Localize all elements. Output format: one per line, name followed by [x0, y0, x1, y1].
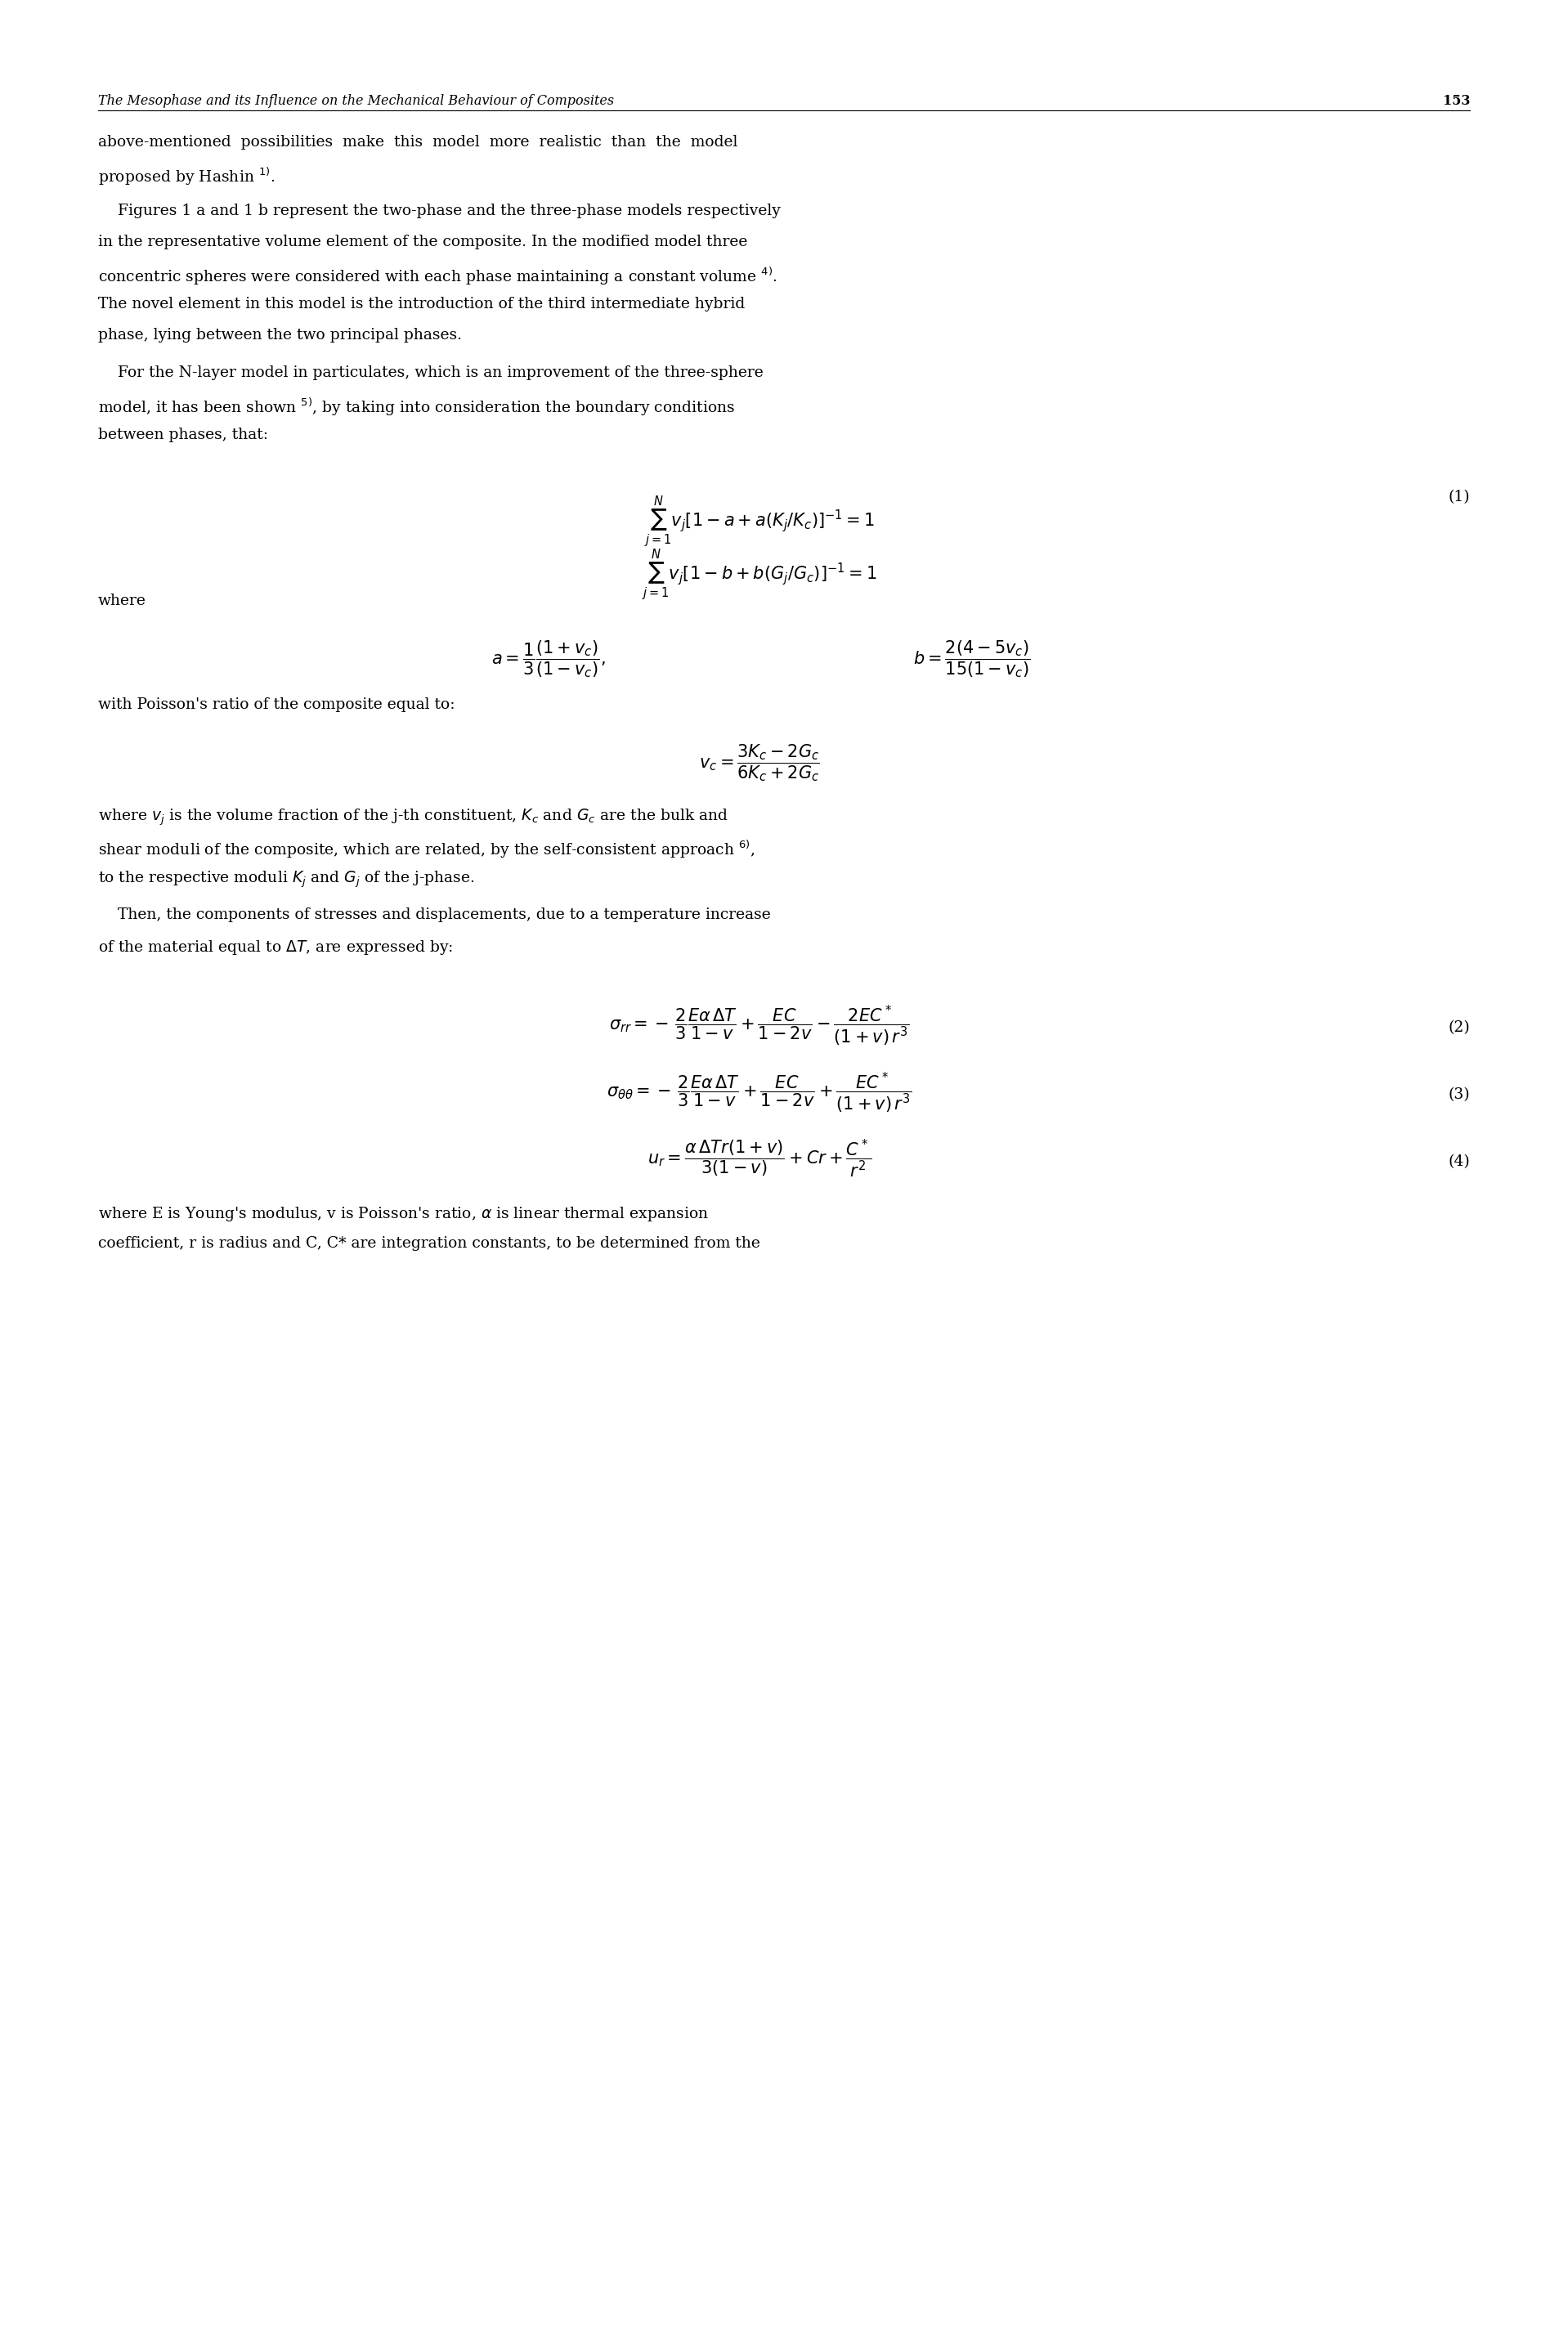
Text: phase, lying between the two principal phases.: phase, lying between the two principal p… — [99, 329, 463, 343]
Text: $\sigma_{\theta\theta} = -\,\dfrac{2}{3}\dfrac{E\alpha\,\Delta T}{1 - v} + \dfra: $\sigma_{\theta\theta} = -\,\dfrac{2}{3}… — [607, 1072, 913, 1116]
Text: model, it has been shown $^{5)}$, by taking into consideration the boundary cond: model, it has been shown $^{5)}$, by tak… — [99, 396, 735, 417]
Text: Then, the components of stresses and displacements, due to a temperature increas: Then, the components of stresses and dis… — [99, 906, 771, 923]
Text: between phases, that:: between phases, that: — [99, 429, 268, 443]
Text: concentric spheres were considered with each phase maintaining a constant volume: concentric spheres were considered with … — [99, 266, 778, 287]
Text: $b = \dfrac{2(4 - 5v_c)}{15(1 - v_c)}$: $b = \dfrac{2(4 - 5v_c)}{15(1 - v_c)}$ — [914, 638, 1030, 678]
Text: $a = \dfrac{1}{3}\dfrac{(1 + v_c)}{(1 - v_c)},$: $a = \dfrac{1}{3}\dfrac{(1 + v_c)}{(1 - … — [492, 638, 605, 678]
Text: where E is Young's modulus, v is Poisson's ratio, $\alpha$ is linear thermal exp: where E is Young's modulus, v is Poisson… — [99, 1205, 709, 1223]
Text: $\sigma_{rr} = -\,\dfrac{2}{3}\dfrac{E\alpha\,\Delta T}{1 - v} + \dfrac{EC}{1 - : $\sigma_{rr} = -\,\dfrac{2}{3}\dfrac{E\a… — [610, 1004, 909, 1048]
Text: shear moduli of the composite, which are related, by the self-consistent approac: shear moduli of the composite, which are… — [99, 839, 756, 860]
Text: (4): (4) — [1447, 1153, 1469, 1170]
Text: with Poisson's ratio of the composite equal to:: with Poisson's ratio of the composite eq… — [99, 697, 455, 713]
Text: (1): (1) — [1449, 489, 1469, 506]
Text: (3): (3) — [1449, 1088, 1469, 1102]
Text: in the representative volume element of the composite. In the modified model thr: in the representative volume element of … — [99, 235, 748, 249]
Text: coefficient, r is radius and C, C* are integration constants, to be determined f: coefficient, r is radius and C, C* are i… — [99, 1237, 760, 1251]
Text: (2): (2) — [1447, 1021, 1469, 1035]
Text: of the material equal to $\Delta T$, are expressed by:: of the material equal to $\Delta T$, are… — [99, 939, 453, 958]
Text: above-mentioned  possibilities  make  this  model  more  realistic  than  the  m: above-mentioned possibilities make this … — [99, 135, 737, 149]
Text: where $v_j$ is the volume fraction of the j-th constituent, $K_c$ and $G_c$ are : where $v_j$ is the volume fraction of th… — [99, 809, 729, 827]
Text: proposed by Hashin $^{1)}$.: proposed by Hashin $^{1)}$. — [99, 165, 274, 186]
Text: For the N-layer model in particulates, which is an improvement of the three-sphe: For the N-layer model in particulates, w… — [99, 366, 764, 380]
Text: 153: 153 — [1443, 93, 1469, 107]
Text: $u_r = \dfrac{\alpha\,\Delta T r(1 + v)}{3(1 - v)} + Cr + \dfrac{C^*}{r^2}$: $u_r = \dfrac{\alpha\,\Delta T r(1 + v)}… — [648, 1137, 872, 1179]
Text: $\sum_{j=1}^{N} v_j[1 - a + a(K_j/K_c)]^{-1} = 1$: $\sum_{j=1}^{N} v_j[1 - a + a(K_j/K_c)]^… — [644, 496, 875, 550]
Text: $v_c = \dfrac{3K_c - 2G_c}{6K_c + 2G_c}$: $v_c = \dfrac{3K_c - 2G_c}{6K_c + 2G_c}$ — [699, 743, 820, 783]
Text: to the respective moduli $K_j$ and $G_j$ of the j-phase.: to the respective moduli $K_j$ and $G_j$… — [99, 869, 475, 890]
Text: The Mesophase and its Influence on the Mechanical Behaviour of Composites: The Mesophase and its Influence on the M… — [99, 93, 615, 107]
Text: The novel element in this model is the introduction of the third intermediate hy: The novel element in this model is the i… — [99, 296, 745, 312]
Text: $\sum_{j=1}^{N} v_j[1 - b + b(G_j/G_c)]^{-1} = 1$: $\sum_{j=1}^{N} v_j[1 - b + b(G_j/G_c)]^… — [641, 548, 877, 603]
Text: Figures 1 a and 1 b represent the two-phase and the three-phase models respectiv: Figures 1 a and 1 b represent the two-ph… — [99, 203, 781, 219]
Text: where: where — [99, 594, 146, 608]
